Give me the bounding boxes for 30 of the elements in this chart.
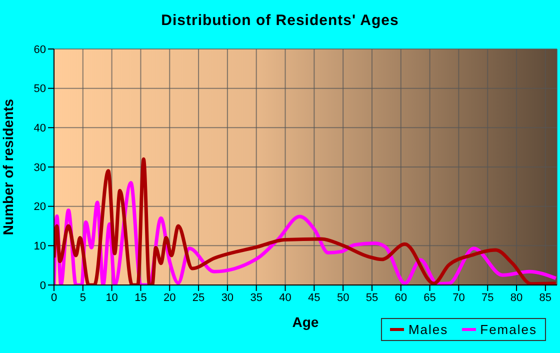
x-tick-label: 15 (134, 292, 147, 304)
y-tick-label: 30 (34, 162, 46, 174)
legend-label: Males (407, 322, 448, 337)
x-tick-label: 30 (221, 292, 234, 304)
x-tick-label: 40 (279, 292, 292, 304)
x-tick-label: 0 (50, 292, 58, 304)
x-axis-title: Age (292, 314, 319, 330)
x-tick-label: 20 (164, 292, 176, 304)
y-tick-label: 0 (40, 280, 46, 292)
x-tick-label: 85 (539, 292, 552, 304)
x-tick-label: 25 (192, 292, 205, 304)
x-tick-label: 5 (80, 292, 86, 304)
y-tick-label: 40 (34, 122, 46, 135)
x-tick-label: 70 (452, 292, 465, 304)
y-tick-label: 10 (34, 240, 46, 253)
x-tick-label: 35 (250, 292, 262, 304)
x-tick-label: 65 (424, 292, 436, 304)
y-tick-label: 60 (34, 44, 46, 56)
x-tick-label: 75 (481, 292, 494, 304)
chart-title: Distribution of Residents' Ages (160, 12, 400, 29)
x-tick-label: 50 (336, 292, 350, 304)
x-tick-label: 45 (308, 292, 320, 304)
x-tick-label: 55 (366, 292, 378, 304)
legend-label: Females (479, 322, 537, 337)
x-tick-label: 60 (394, 292, 408, 304)
y-axis-title: Number of residents (0, 98, 16, 236)
x-tick-label: 80 (510, 292, 523, 304)
x-tick-label: 10 (106, 292, 118, 304)
y-tick-label: 20 (34, 201, 46, 214)
y-tick-label: 50 (34, 83, 46, 96)
